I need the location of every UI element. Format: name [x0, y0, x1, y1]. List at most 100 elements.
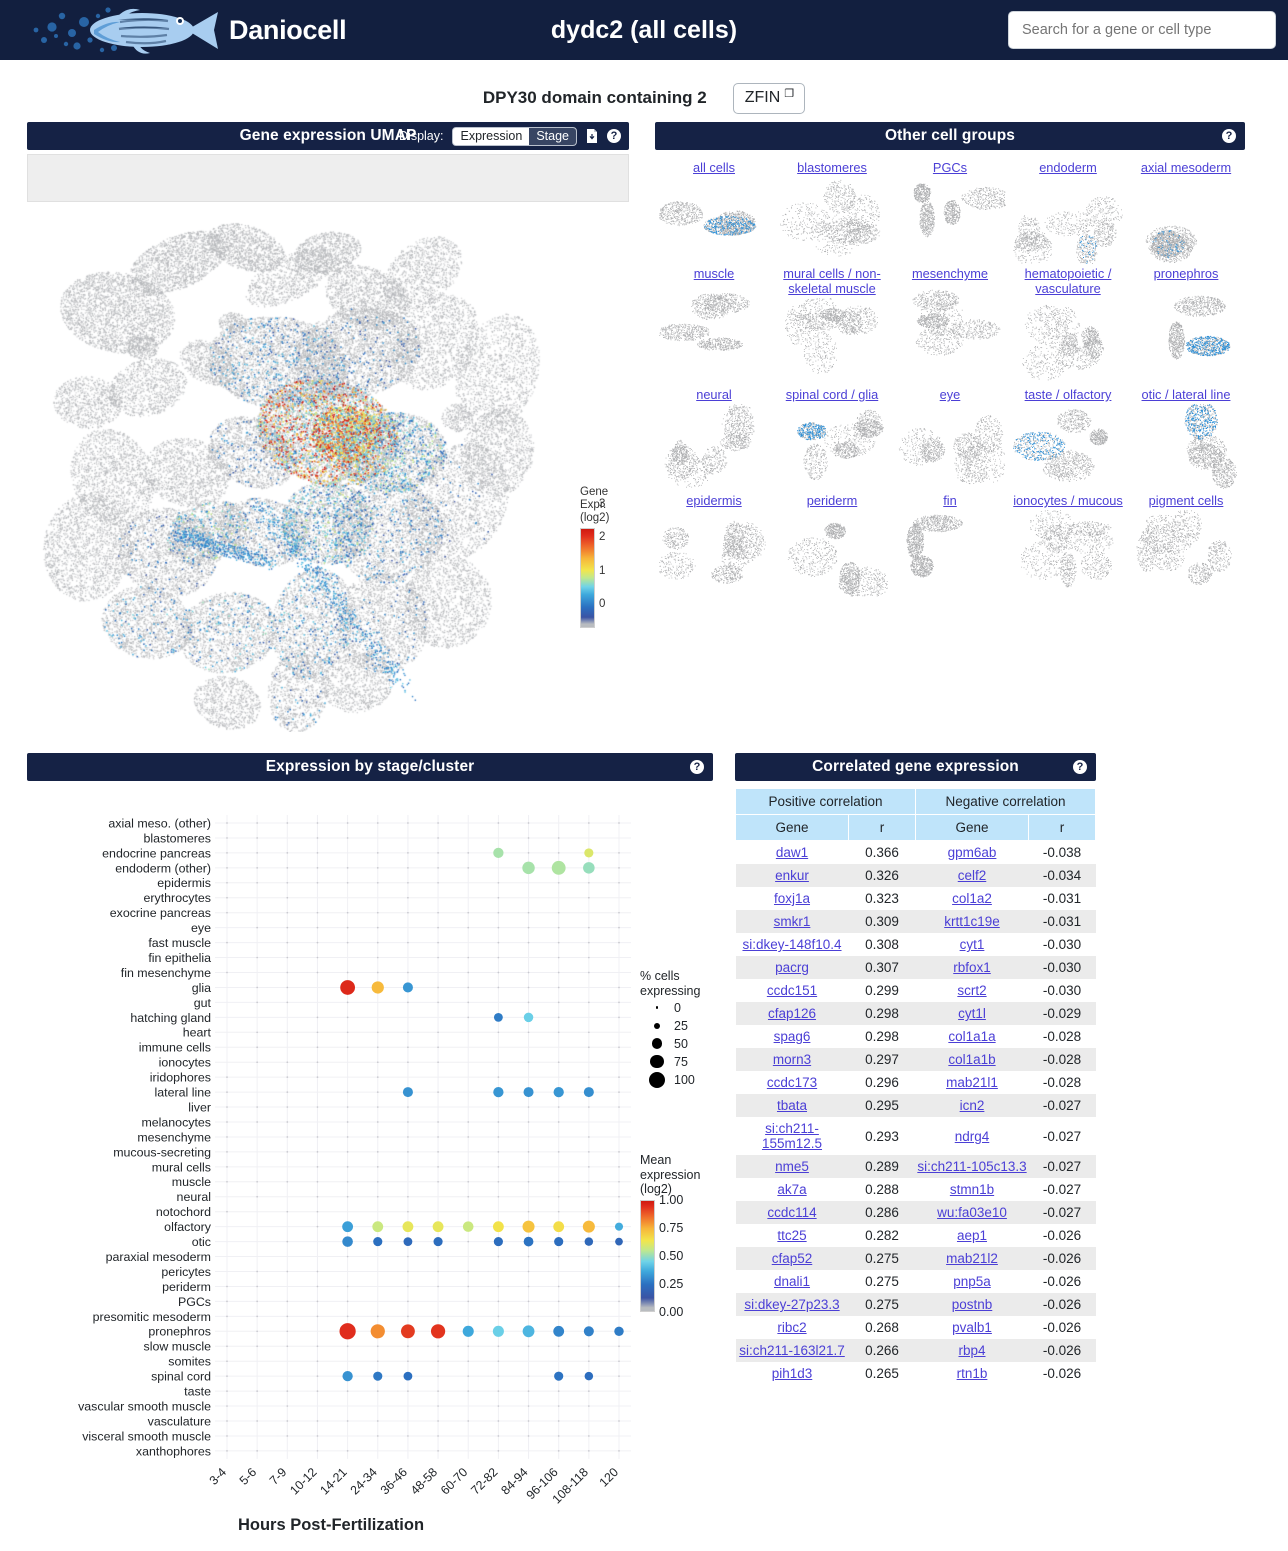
dotplot-dot[interactable] [527, 1061, 530, 1064]
dotplot-dot[interactable] [286, 1270, 289, 1273]
dotplot-dot[interactable] [432, 1221, 444, 1233]
dotplot-dot[interactable] [557, 1450, 560, 1452]
dotplot-dot[interactable] [527, 986, 530, 989]
dotplot-dot[interactable] [346, 1106, 349, 1108]
dotplot-dot[interactable] [407, 1285, 409, 1288]
dotplot-dot[interactable] [226, 1091, 228, 1093]
dotplot-dot[interactable] [346, 1046, 349, 1049]
dotplot-dot[interactable] [346, 1315, 349, 1318]
cell-group-thumbnail[interactable] [1130, 176, 1242, 264]
dotplot-dot[interactable] [437, 1151, 439, 1153]
dotplot-dot[interactable] [467, 1136, 470, 1138]
dotplot-dot[interactable] [618, 1001, 620, 1004]
dotplot-dot[interactable] [618, 867, 620, 869]
cell-group-link[interactable]: mural cells / non-skeletal muscle [783, 266, 881, 296]
dotplot-dot[interactable] [226, 1315, 228, 1318]
cell-group-muscle[interactable]: muscle [655, 264, 773, 385]
dotplot-dot[interactable] [376, 1166, 379, 1168]
dotplot-dot[interactable] [523, 1236, 534, 1247]
dotplot-dot[interactable] [346, 1255, 349, 1258]
dotplot-dot[interactable] [316, 1151, 319, 1153]
gene-link[interactable]: foxj1a [773, 891, 811, 906]
dotplot-dot[interactable] [618, 1420, 620, 1422]
gene-link[interactable]: cfap52 [771, 1251, 813, 1266]
dotplot-dot[interactable] [256, 1285, 259, 1288]
dotplot-dot[interactable] [407, 1345, 409, 1348]
dotplot-dot[interactable] [407, 852, 409, 854]
gene-link[interactable]: smkr1 [773, 914, 811, 929]
dotplot-dot[interactable] [226, 1285, 228, 1288]
dotplot-dot[interactable] [316, 1285, 319, 1288]
dotplot-dot[interactable] [256, 1001, 259, 1004]
gene-link[interactable]: nme5 [775, 1159, 809, 1174]
dotplot-dot[interactable] [316, 867, 319, 869]
dotplot-dot[interactable] [467, 867, 470, 869]
dotplot-dot[interactable] [256, 1061, 259, 1064]
gene-link[interactable]: pacrg [775, 960, 809, 975]
dotplot-dot[interactable] [346, 1300, 349, 1303]
dotplot-dot[interactable] [587, 1345, 590, 1348]
dotplot-dot[interactable] [497, 1031, 500, 1034]
dotplot-dot[interactable] [316, 1225, 319, 1228]
dotplot-dot[interactable] [467, 1345, 470, 1348]
dotplot-dot[interactable] [346, 1016, 349, 1019]
dotplot-dot[interactable] [376, 1390, 379, 1392]
dotplot-dot[interactable] [437, 1136, 439, 1138]
dotplot-dot[interactable] [256, 1330, 259, 1333]
cell-group-eye[interactable]: eye [891, 385, 1009, 491]
dotplot-dot[interactable] [407, 971, 409, 974]
dotplot-dot[interactable] [587, 1166, 590, 1168]
dotplot-dot[interactable] [557, 852, 560, 854]
dotplot-dot[interactable] [286, 1300, 289, 1303]
cell-group-thumbnail[interactable] [658, 509, 770, 597]
dotplot-dot[interactable] [286, 1151, 289, 1153]
dotplot-dot[interactable] [316, 1360, 319, 1363]
dotplot-dot[interactable] [557, 911, 560, 914]
dotplot-dot[interactable] [557, 956, 560, 959]
dotplot-area[interactable]: axial meso. (other) blastomeres endocrine … [27, 781, 713, 1551]
dotplot-dot[interactable] [256, 852, 259, 854]
dotplot-dot[interactable] [437, 1285, 439, 1288]
dotplot-dot[interactable] [286, 1121, 289, 1123]
dotplot-dot[interactable] [256, 1345, 259, 1348]
cell-group-link[interactable]: fin [943, 493, 957, 508]
dotplot-dot[interactable] [462, 1325, 474, 1337]
dotplot-dot[interactable] [557, 1210, 560, 1213]
dotplot-dot[interactable] [437, 911, 439, 914]
dotplot-dot[interactable] [437, 1375, 439, 1377]
dotplot-dot[interactable] [407, 867, 409, 869]
dotplot-dot[interactable] [376, 1106, 379, 1108]
dotplot-dot[interactable] [256, 926, 259, 929]
dotplot-dot[interactable] [316, 1046, 319, 1049]
dotplot-dot[interactable] [557, 971, 560, 974]
dotplot-dot[interactable] [286, 1180, 289, 1183]
dotplot-dot[interactable] [256, 1390, 259, 1392]
dotplot-dot[interactable] [618, 1091, 620, 1093]
dotplot-dot[interactable] [527, 1270, 530, 1273]
gene-link[interactable]: ndrg4 [954, 1128, 990, 1144]
dotplot-dot[interactable] [316, 1076, 319, 1078]
dotplot-dot[interactable] [493, 1012, 503, 1022]
dotplot-dot[interactable] [467, 1001, 470, 1004]
dotplot-dot[interactable] [437, 1390, 439, 1392]
gene-cell[interactable]: celf2 [915, 864, 1029, 887]
gene-link[interactable]: krtt1c19e [944, 914, 1000, 929]
gene-link[interactable]: si:dkey-27p23.3 [744, 1297, 840, 1312]
cell-group-link[interactable]: spinal cord / glia [785, 387, 879, 402]
cell-group-spinal-cord-glia[interactable]: spinal cord / glia [773, 385, 891, 491]
dotplot-dot[interactable] [497, 1300, 500, 1303]
gene-cell[interactable]: cfap52 [735, 1247, 849, 1270]
dotplot-dot[interactable] [587, 1390, 590, 1392]
dotplot-dot[interactable] [587, 1315, 590, 1318]
dotplot-dot[interactable] [584, 1371, 594, 1381]
dotplot-dot[interactable] [226, 1151, 228, 1153]
gene-cell[interactable]: si:dkey-27p23.3 [735, 1293, 849, 1316]
dotplot-dot[interactable] [376, 1061, 379, 1064]
gene-cell[interactable]: pnp5a [916, 1270, 1029, 1293]
dotplot-dot[interactable] [557, 1031, 560, 1034]
dotplot-dot[interactable] [346, 822, 349, 824]
cell-group-hematopoietic-vasculature[interactable]: hematopoietic / vasculature [1009, 264, 1127, 385]
cell-group-link[interactable]: hematopoietic / vasculature [1024, 266, 1112, 296]
gene-link[interactable]: spag6 [773, 1029, 811, 1044]
cell-group-link[interactable]: epidermis [686, 493, 742, 508]
